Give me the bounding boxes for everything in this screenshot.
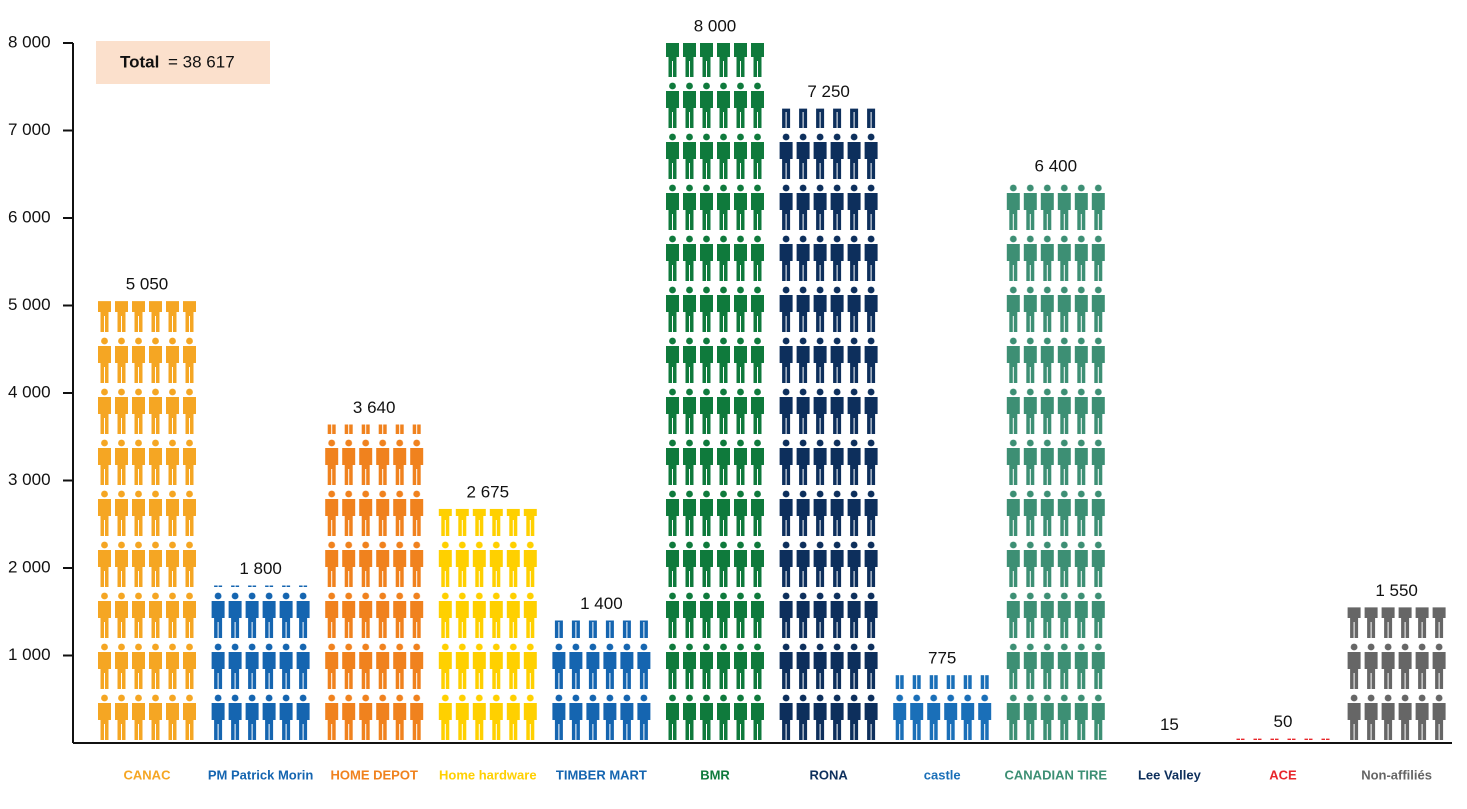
x-tick-label: HOME DEPOT — [330, 767, 417, 782]
x-tick-label: castle — [924, 767, 961, 782]
bar — [436, 508, 539, 743]
value-label: 1 400 — [580, 594, 623, 613]
value-label: 8 000 — [694, 16, 737, 35]
y-tick-label: 5 000 — [8, 295, 51, 314]
x-tick-label: BMR — [700, 767, 730, 782]
x-tick-label: CANAC — [124, 767, 172, 782]
total-label: Total — [120, 52, 159, 71]
total-value: = 38 617 — [168, 52, 235, 71]
y-tick-label: 2 000 — [8, 557, 51, 576]
bar — [209, 585, 312, 743]
bar — [96, 301, 198, 743]
y-tick-label: 6 000 — [8, 207, 51, 226]
bar — [550, 620, 653, 743]
bar — [664, 43, 766, 743]
value-label: 775 — [928, 649, 956, 668]
value-label: 6 400 — [1035, 156, 1078, 175]
x-tick-label: Non-affiliés — [1361, 767, 1432, 782]
y-tick-label: 3 000 — [8, 470, 51, 489]
value-label: 1 800 — [239, 559, 282, 578]
value-label: 2 675 — [467, 482, 510, 501]
x-tick-label: TIMBER MART — [556, 767, 647, 782]
bar — [891, 675, 994, 743]
value-label: 3 640 — [353, 398, 396, 417]
total-box — [96, 41, 270, 84]
bar — [1004, 183, 1107, 743]
x-tick-label: Lee Valley — [1138, 767, 1202, 782]
bar — [1118, 741, 1221, 743]
bar — [323, 424, 426, 743]
value-label: 1 550 — [1375, 581, 1418, 600]
y-tick-label: 7 000 — [8, 120, 51, 139]
x-tick-label: ACE — [1269, 767, 1297, 782]
y-tick-label: 4 000 — [8, 382, 51, 401]
bar — [777, 108, 880, 743]
value-label: 7 250 — [807, 82, 850, 101]
x-tick-label: RONA — [809, 767, 848, 782]
x-tick-label: CANADIAN TIRE — [1005, 767, 1108, 782]
value-label: 50 — [1274, 712, 1293, 731]
y-tick-label: 8 000 — [8, 32, 51, 51]
x-tick-label: PM Patrick Morin — [208, 767, 314, 782]
value-label: 5 050 — [126, 275, 169, 294]
y-tick-label: 1 000 — [8, 645, 51, 664]
x-tick-label: Home hardware — [439, 767, 537, 782]
bar — [1345, 607, 1448, 743]
bar — [1232, 738, 1334, 743]
value-label: 15 — [1160, 715, 1179, 734]
